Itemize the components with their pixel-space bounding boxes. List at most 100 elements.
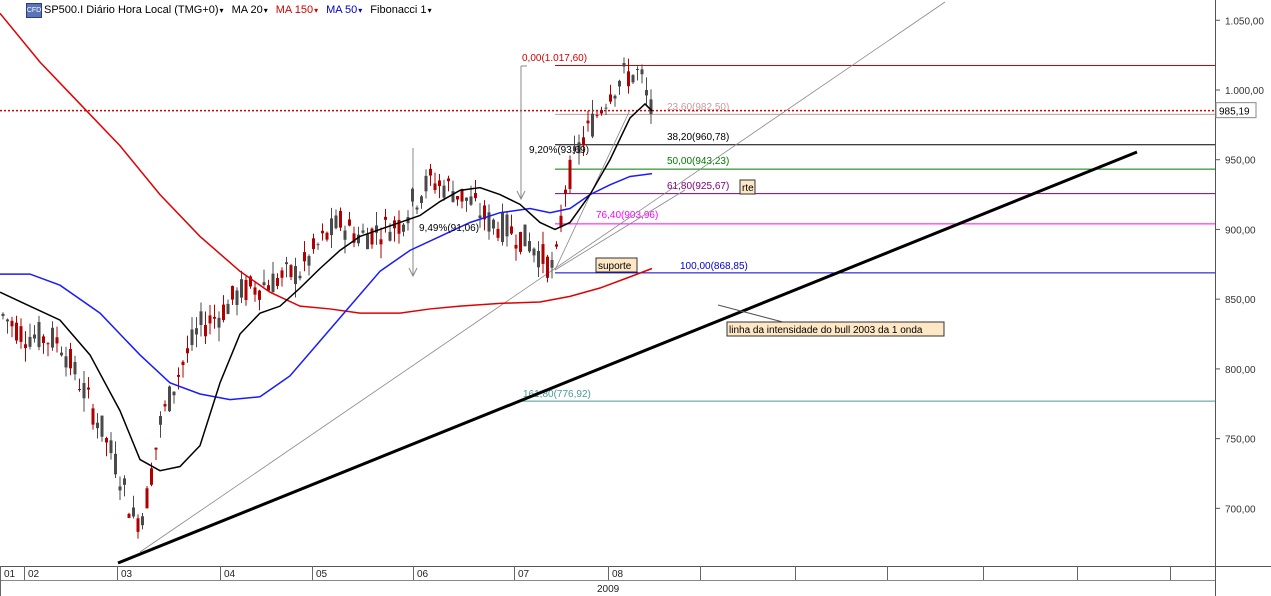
candle-body — [280, 270, 284, 278]
current-price-box — [1215, 102, 1257, 119]
candle-body — [69, 349, 72, 369]
candle-body — [118, 486, 122, 491]
fib-level-label: 100,00(868,85) — [680, 261, 748, 272]
candle-body — [510, 226, 513, 234]
candle-body — [123, 478, 126, 485]
x-tick-label: 06 — [417, 569, 429, 580]
candle-body — [262, 282, 266, 286]
candle-body — [37, 322, 41, 348]
candle-body — [114, 453, 117, 475]
candle-body — [609, 94, 612, 102]
y-tick-label: 800,00 — [1225, 365, 1256, 376]
candle-body — [199, 311, 203, 325]
candle-body — [339, 210, 342, 228]
annotation-box — [739, 179, 756, 195]
candle-body — [568, 159, 572, 189]
candle-body — [6, 319, 9, 322]
candle-body — [483, 205, 486, 220]
candle-body — [600, 110, 603, 114]
candle-body — [150, 468, 153, 485]
candle-body — [186, 348, 189, 354]
candle-body — [195, 328, 198, 335]
candle-body — [649, 99, 653, 115]
cfd-logo-icon: CFD — [26, 2, 42, 18]
candle-body — [42, 336, 45, 344]
x-tick-label: 04 — [224, 569, 236, 580]
current-price-label: 985,19 — [1219, 107, 1250, 118]
candle-body — [298, 275, 302, 279]
candle-body — [447, 178, 450, 182]
candle-body — [546, 256, 549, 278]
candle-body — [555, 244, 558, 247]
y-tick-label: 950,00 — [1225, 156, 1256, 167]
chart-toolbar: CFD SP500.I Diário Hora Local (TMG+0)▾ M… — [0, 0, 440, 20]
candle-body — [24, 344, 27, 349]
x-tick-label: 03 — [121, 569, 133, 580]
candle-body — [618, 80, 621, 87]
candle-body — [33, 334, 36, 339]
candle-body — [438, 180, 441, 187]
candle-body — [397, 219, 401, 234]
candle-body — [631, 75, 635, 83]
candle-body — [433, 183, 437, 191]
candle-body — [325, 232, 329, 240]
candle-body — [168, 386, 171, 412]
candle-body — [411, 188, 414, 202]
candle-body — [577, 142, 581, 154]
indicator-ma50[interactable]: MA 50▾ — [326, 4, 362, 16]
candle-body — [10, 320, 14, 327]
x-tick-label: 08 — [612, 569, 624, 580]
candle-body — [60, 352, 63, 356]
indicator-label: MA 20 — [231, 4, 263, 16]
instrument-selector[interactable]: SP500.I Diário Hora Local (TMG+0)▾ — [44, 4, 224, 16]
candle-body — [19, 326, 23, 342]
candle-body — [573, 146, 576, 152]
candle-body — [582, 137, 585, 146]
candle-body — [586, 120, 590, 124]
fib-level-label: 0,00(1.017,60) — [522, 53, 587, 64]
candle-body — [541, 244, 545, 264]
measure-arrow — [408, 267, 418, 278]
indicator-ma20[interactable]: MA 20▾ — [232, 4, 268, 16]
x-tick-label: 05 — [316, 569, 328, 580]
candle-body — [208, 315, 212, 324]
y-tick-label: 900,00 — [1225, 225, 1256, 236]
candle-body — [537, 250, 540, 268]
year-label: 2009 — [597, 584, 620, 595]
candle-body — [73, 362, 77, 375]
candle-body — [78, 389, 81, 391]
candle-body — [460, 189, 464, 202]
candle-body — [244, 279, 248, 300]
candle-body — [28, 336, 32, 347]
candle-body — [55, 337, 59, 344]
fib-level-label: 50,00(943,23) — [667, 156, 729, 167]
candle-body — [330, 218, 333, 236]
candle-body — [46, 343, 50, 345]
candle-body — [105, 438, 108, 443]
candle-body — [64, 356, 68, 368]
annotation-label: rte — [742, 183, 754, 194]
candle-body — [402, 224, 405, 232]
candle-body — [622, 63, 626, 67]
candle-body — [258, 290, 261, 300]
annotation-label: 9,49%(91,06) — [419, 223, 479, 234]
indicator-ma150[interactable]: MA 150▾ — [276, 4, 318, 16]
candle-body — [375, 225, 378, 233]
indicator-fibonacci[interactable]: Fibonacci 1▾ — [370, 4, 431, 16]
candle-body — [357, 234, 360, 244]
candle-body — [505, 214, 509, 237]
candle-body — [303, 252, 306, 262]
candle-body — [109, 440, 113, 454]
candle-body — [501, 212, 504, 243]
candle-body — [235, 290, 239, 306]
candle-body — [316, 244, 320, 246]
trendline-thin — [139, 1, 946, 553]
candle-body — [213, 316, 216, 319]
annotation-box — [726, 321, 945, 337]
candle-body — [591, 113, 594, 137]
candle-body — [492, 219, 495, 229]
x-tick-label: 07 — [518, 569, 530, 580]
candle-body — [231, 285, 234, 300]
candle-body — [307, 256, 311, 266]
